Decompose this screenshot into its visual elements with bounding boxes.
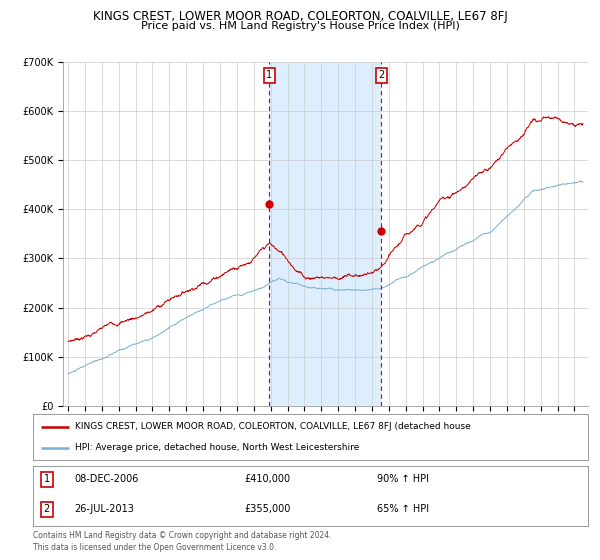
Text: Price paid vs. HM Land Registry's House Price Index (HPI): Price paid vs. HM Land Registry's House … (140, 21, 460, 31)
Text: 1: 1 (266, 71, 272, 81)
Bar (269, 62, 382, 406)
Text: HPI: Average price, detached house, North West Leicestershire: HPI: Average price, detached house, Nort… (74, 444, 359, 452)
Text: KINGS CREST, LOWER MOOR ROAD, COLEORTON, COALVILLE, LE67 8FJ: KINGS CREST, LOWER MOOR ROAD, COLEORTON,… (92, 10, 508, 23)
Text: 65% ↑ HPI: 65% ↑ HPI (377, 505, 429, 515)
Text: 2: 2 (378, 71, 385, 81)
Text: Contains HM Land Registry data © Crown copyright and database right 2024.
This d: Contains HM Land Registry data © Crown c… (33, 531, 331, 552)
Text: 1: 1 (44, 474, 50, 484)
Text: 08-DEC-2006: 08-DEC-2006 (74, 474, 139, 484)
Text: KINGS CREST, LOWER MOOR ROAD, COLEORTON, COALVILLE, LE67 8FJ (detached house: KINGS CREST, LOWER MOOR ROAD, COLEORTON,… (74, 422, 470, 431)
Text: 90% ↑ HPI: 90% ↑ HPI (377, 474, 429, 484)
Text: £355,000: £355,000 (244, 505, 290, 515)
Text: 2: 2 (44, 505, 50, 515)
Text: 26-JUL-2013: 26-JUL-2013 (74, 505, 134, 515)
Text: £410,000: £410,000 (244, 474, 290, 484)
